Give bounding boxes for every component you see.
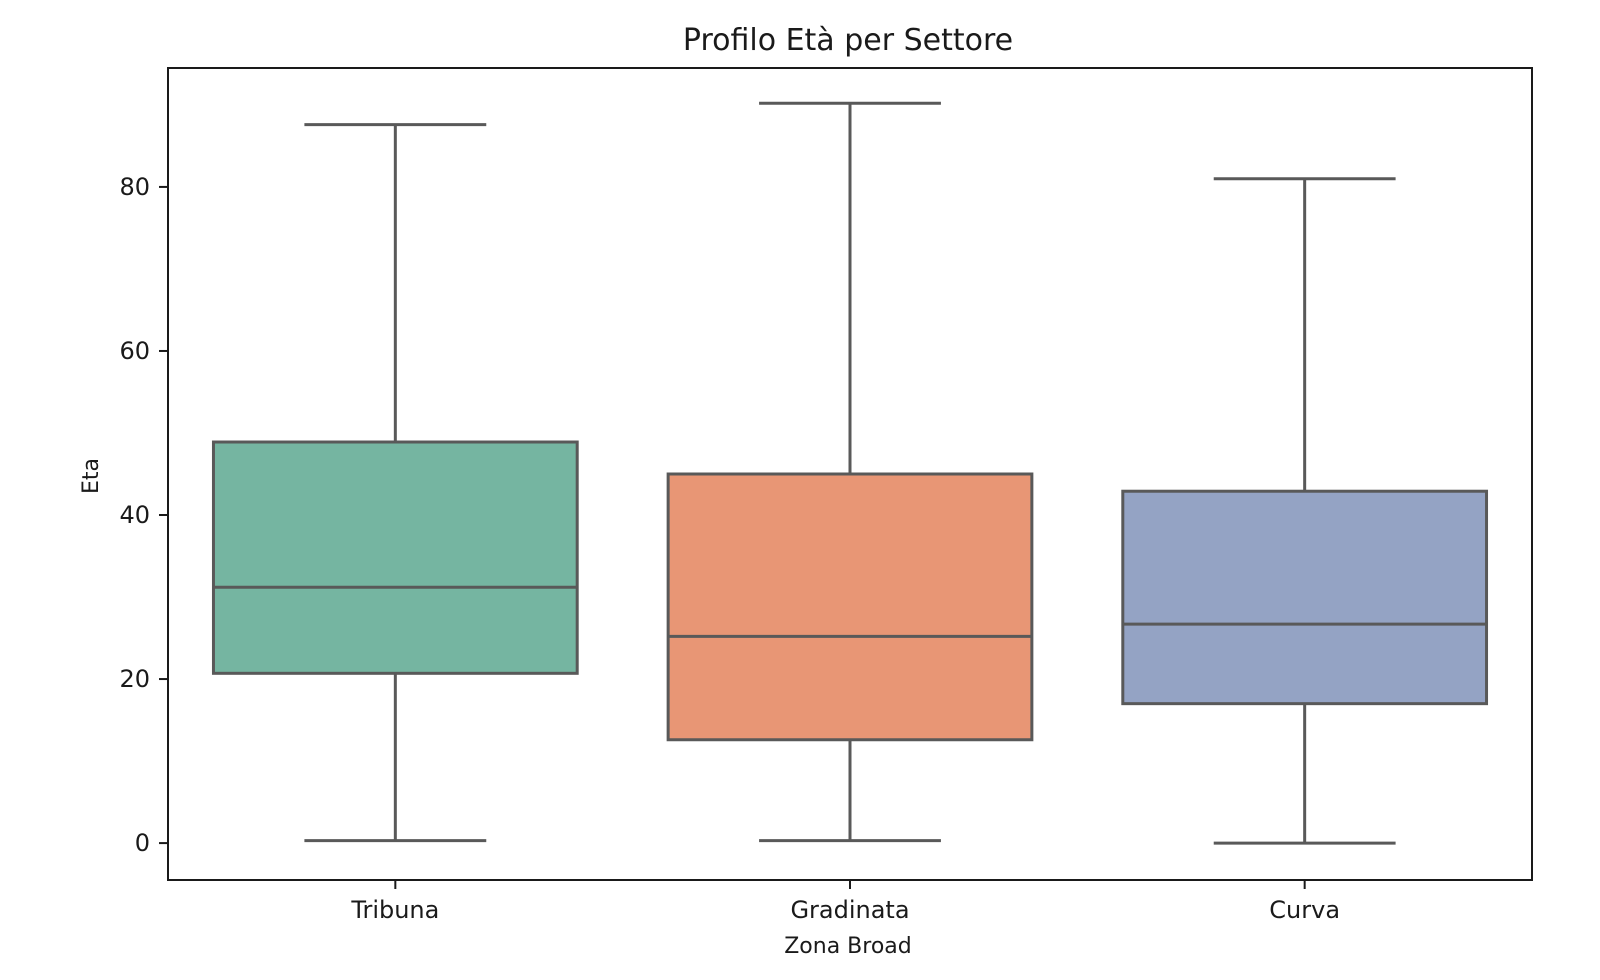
box-iqr [1121,489,1489,706]
box-group-tribuna [211,123,579,843]
x-tick-label: Curva [1269,896,1340,924]
y-tick-label: 40 [119,501,150,529]
box-iqr [666,472,1034,742]
y-tick-label: 60 [119,337,150,365]
x-tick-label: Gradinata [790,896,909,924]
box-group-gradinata [666,101,1034,843]
y-tick-label: 0 [135,829,150,857]
boxes-layer [211,101,1489,845]
x-axis-label: Zona Broad [784,934,912,959]
x-tick-label: Tribuna [350,896,439,924]
box-group-curva [1121,177,1489,845]
y-tick-label: 80 [119,173,150,201]
chart-title: Profilo Età per Settore [683,23,1013,58]
y-axis: 0 20 40 60 80 [119,173,168,857]
y-tick-label: 20 [119,665,150,693]
box-iqr [211,440,579,675]
y-axis-label: Eta [79,458,104,494]
x-axis: Tribuna Gradinata Curva [350,880,1340,924]
